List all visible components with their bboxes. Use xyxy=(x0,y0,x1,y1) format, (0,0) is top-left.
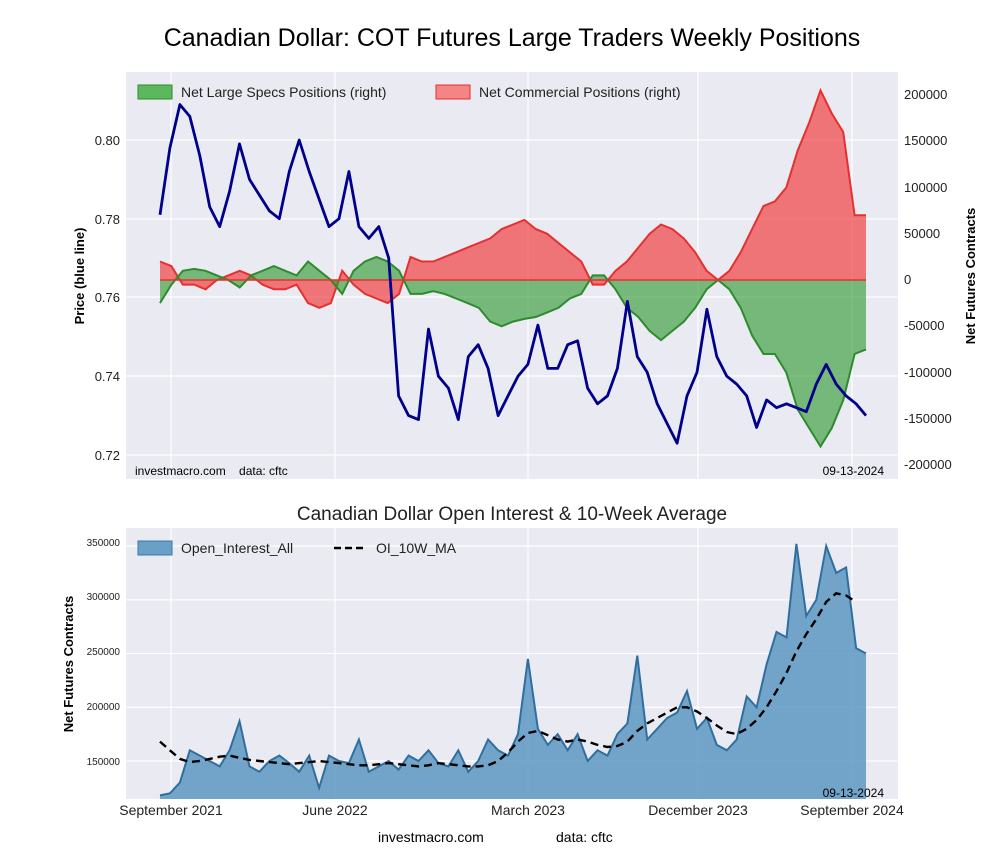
x-tick: March 2023 xyxy=(491,802,565,818)
x-tick: September 2021 xyxy=(119,802,223,818)
top-date-note: 09-13-2024 xyxy=(823,464,885,478)
price-line xyxy=(158,103,868,445)
right-axis-label: Net Futures Contracts xyxy=(963,208,978,345)
x-axis-ticks: September 2021 June 2022 March 2023 Dece… xyxy=(119,802,904,818)
left-tick: 0.74 xyxy=(95,369,120,384)
specs-line xyxy=(159,255,867,449)
legend-swatch-oi xyxy=(137,540,173,556)
right-tick: 150000 xyxy=(904,133,947,148)
legend-label-oi: Open_Interest_All xyxy=(181,540,293,556)
right-tick: 200000 xyxy=(904,87,947,102)
bottom-y-tick: 200000 xyxy=(87,702,121,713)
top-legend: Net Large Specs Positions (right) Net Co… xyxy=(137,84,681,100)
right-tick: 50000 xyxy=(904,226,940,241)
bottom-y-axis-label: Net Futures Contracts xyxy=(61,596,76,733)
right-tick: 0 xyxy=(904,272,911,287)
commercial-area xyxy=(160,90,866,308)
bottom-y-tick: 250000 xyxy=(87,647,121,658)
left-tick: 0.78 xyxy=(95,212,120,227)
bottom-y-tick: 150000 xyxy=(87,757,121,768)
right-tick: -150000 xyxy=(904,411,952,426)
left-tick: 0.76 xyxy=(95,290,120,305)
x-tick: September 2024 xyxy=(800,802,904,818)
x-tick: December 2023 xyxy=(648,802,748,818)
price-line-group xyxy=(158,103,868,445)
open-interest-area xyxy=(159,542,867,799)
footer-data-credit: data: cftc xyxy=(556,829,613,845)
legend-swatch-specs xyxy=(137,84,173,100)
legend-swatch-commercial xyxy=(435,84,471,100)
top-position-fills xyxy=(159,87,867,449)
bottom-legend: Open_Interest_All OI_10W_MA xyxy=(137,540,457,556)
x-tick: June 2022 xyxy=(302,802,368,818)
bottom-date-note: 09-13-2024 xyxy=(823,786,885,800)
top-watermark: investmacro.com data: cftc xyxy=(135,464,288,478)
moving-average-line xyxy=(159,591,857,768)
right-tick: -100000 xyxy=(904,365,952,380)
chart-title: Canadian Dollar: COT Futures Large Trade… xyxy=(164,24,861,52)
footer-source-site: investmacro.com xyxy=(378,829,484,845)
bottom-y-ticks: 150000 200000 250000 300000 350000 xyxy=(87,538,121,768)
legend-label-specs: Net Large Specs Positions (right) xyxy=(181,84,386,100)
oi-area xyxy=(160,543,866,799)
bottom-y-tick: 350000 xyxy=(87,538,121,549)
specs-area xyxy=(160,256,866,447)
bottom-chart-title: Canadian Dollar Open Interest & 10-Week … xyxy=(297,504,727,525)
right-axis-ticks: -200000 -150000 -100000 -50000 0 50000 1… xyxy=(904,87,952,472)
legend-label-commercial: Net Commercial Positions (right) xyxy=(479,84,681,100)
oi-outline xyxy=(159,542,867,797)
bottom-y-tick: 300000 xyxy=(87,592,121,603)
left-axis-ticks: 0.72 0.74 0.76 0.78 0.80 xyxy=(95,133,120,463)
legend-label-ma: OI_10W_MA xyxy=(376,540,457,556)
right-tick: -50000 xyxy=(904,318,944,333)
right-tick: -200000 xyxy=(904,457,952,472)
left-tick: 0.80 xyxy=(95,133,120,148)
ma-line xyxy=(159,591,857,768)
left-tick: 0.72 xyxy=(95,448,120,463)
right-tick: 100000 xyxy=(904,180,947,195)
commercial-line xyxy=(159,87,866,309)
left-axis-label: Price (blue line) xyxy=(72,228,87,325)
